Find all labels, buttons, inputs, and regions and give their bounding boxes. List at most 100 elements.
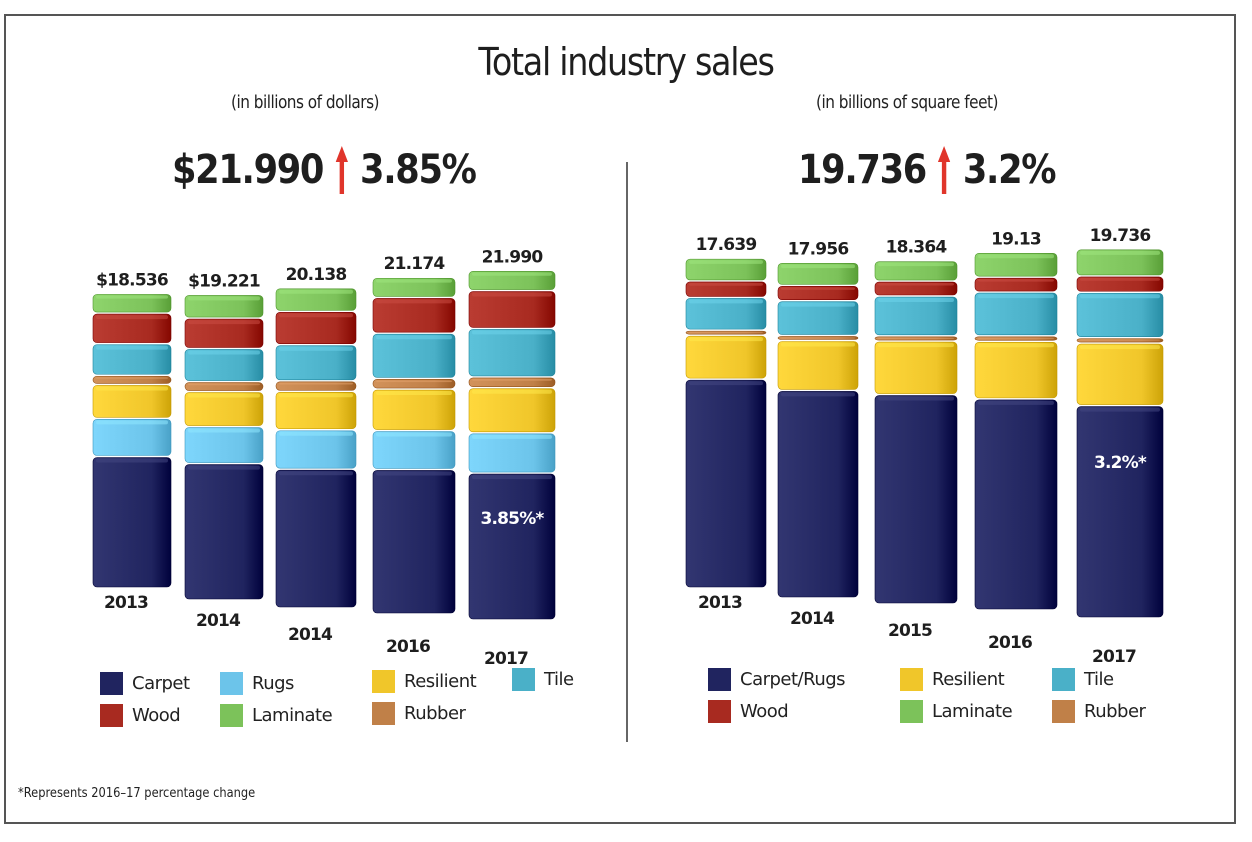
- segment-highlight: [978, 254, 1054, 259]
- legend-swatch: [1052, 668, 1075, 691]
- segment-highlight: [279, 313, 353, 318]
- right-segment-carpet-rugs: [974, 399, 1058, 610]
- right-year-label: 2016: [988, 633, 1032, 653]
- legend-label: Rugs: [252, 673, 294, 694]
- legend-swatch: [372, 670, 395, 693]
- right-legend-item-laminate: Laminate: [900, 700, 1013, 723]
- left-segment-rugs: [468, 433, 556, 473]
- segment-highlight: [978, 337, 1054, 339]
- segment-highlight: [376, 391, 452, 396]
- segment-highlight: [689, 299, 763, 304]
- segment-highlight: [376, 335, 452, 340]
- segment-highlight: [188, 350, 260, 355]
- left-legend-item-rugs: Rugs: [220, 672, 294, 695]
- left-segment-rugs: [184, 427, 264, 463]
- left-segment-resilient: [184, 392, 264, 426]
- footnote: *Represents 2016–17 percentage change: [18, 786, 256, 801]
- left-total-label: 20.138: [286, 265, 347, 285]
- up-arrow-icon: [938, 146, 951, 194]
- segment-highlight: [878, 396, 954, 401]
- segment-highlight: [279, 382, 353, 385]
- left-segment-wood: [275, 312, 357, 344]
- segment-highlight: [978, 400, 1054, 405]
- segment-highlight: [96, 315, 168, 320]
- legend-label: Resilient: [404, 671, 477, 692]
- segment-highlight: [878, 343, 954, 348]
- left-segment-laminate: [92, 294, 172, 313]
- right-bar-2016: [974, 252, 1058, 610]
- segment-highlight: [781, 287, 855, 290]
- segment-highlight: [978, 343, 1054, 348]
- segment-highlight: [96, 386, 168, 391]
- legend-label: Laminate: [932, 701, 1013, 722]
- right-segment-laminate: [777, 263, 859, 285]
- left-segment-wood: [468, 291, 556, 328]
- segment-highlight: [376, 380, 452, 383]
- legend-swatch: [900, 700, 923, 723]
- segment-highlight: [472, 434, 552, 439]
- legend-swatch: [372, 702, 395, 725]
- right-segment-tile: [777, 301, 859, 335]
- segment-highlight: [878, 298, 954, 303]
- segment-highlight: [188, 296, 260, 301]
- left-segment-laminate: [468, 271, 556, 290]
- left-segment-laminate: [372, 277, 456, 297]
- legend-label: Resilient: [932, 669, 1005, 690]
- right-segment-tile: [685, 298, 767, 330]
- segment-highlight: [188, 320, 260, 325]
- panel-divider: [626, 162, 628, 742]
- left-segment-wood: [372, 298, 456, 333]
- segment-highlight: [781, 342, 855, 347]
- left-segment-resilient: [372, 389, 456, 430]
- left-segment-laminate: [275, 288, 357, 311]
- segment-highlight: [878, 283, 954, 286]
- segment-highlight: [188, 393, 260, 398]
- segment-highlight: [279, 346, 353, 351]
- right-segment-carpet-rugs: [874, 395, 958, 604]
- segment-highlight: [1080, 277, 1160, 281]
- segment-highlight: [376, 299, 452, 304]
- left-segment-resilient: [275, 391, 357, 430]
- left-segment-tile: [92, 344, 172, 375]
- left-legend-item-carpet: Carpet: [100, 672, 190, 695]
- segment-highlight: [1080, 250, 1160, 255]
- right-headline-change: 3.2%: [962, 147, 1057, 193]
- segment-highlight: [689, 381, 763, 386]
- segment-highlight: [279, 289, 353, 294]
- up-arrow-icon: [335, 146, 348, 194]
- left-segment-carpet: [275, 469, 357, 608]
- right-segment-laminate: [1076, 249, 1164, 276]
- left-segment-rugs: [92, 419, 172, 456]
- segment-highlight: [279, 393, 353, 398]
- left-year-label: 2017: [484, 649, 528, 669]
- right-segment-carpet-rugs: [1076, 406, 1164, 618]
- right-total-label: 18.364: [886, 238, 948, 258]
- segment-highlight: [472, 272, 552, 276]
- right-headline-value: 19.736: [798, 147, 927, 193]
- left-segment-rugs: [372, 431, 456, 469]
- page-title: Total industry sales: [478, 40, 774, 84]
- left-segment-rugs: [275, 430, 357, 469]
- right-change-annotation: 3.2%*: [1094, 453, 1147, 473]
- legend-swatch: [220, 672, 243, 695]
- left-year-label: 2014: [288, 625, 333, 645]
- right-bar-2015: [874, 261, 958, 604]
- legend-label: Wood: [132, 705, 181, 726]
- left-bar-2016: [372, 277, 456, 614]
- right-subtitle: (in billions of square feet): [816, 92, 998, 113]
- left-bar-2014: [184, 295, 264, 600]
- left-subtitle: (in billions of dollars): [231, 92, 379, 113]
- segment-highlight: [878, 337, 954, 339]
- segment-highlight: [978, 279, 1054, 282]
- segment-highlight: [472, 389, 552, 394]
- segment-highlight: [96, 295, 168, 299]
- legend-swatch: [220, 704, 243, 727]
- left-bar-2014: [275, 288, 357, 608]
- legend-label: Laminate: [252, 705, 333, 726]
- segment-highlight: [279, 431, 353, 436]
- left-segment-tile: [184, 349, 264, 381]
- left-headline: $21.990 3.85%: [172, 146, 477, 194]
- left-legend-item-laminate: Laminate: [220, 704, 333, 727]
- right-segment-resilient: [974, 341, 1058, 399]
